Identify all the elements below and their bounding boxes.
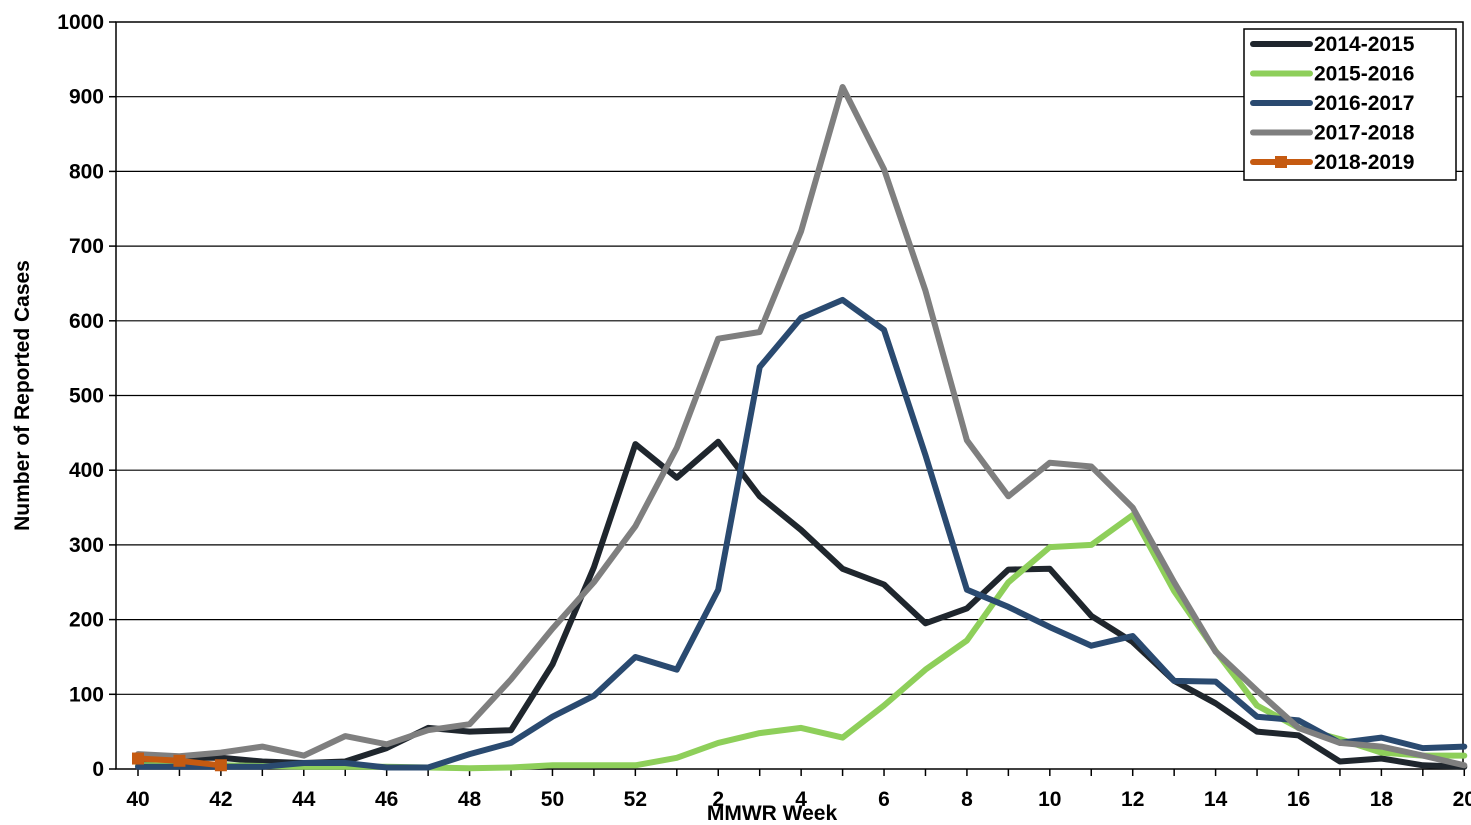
data-point bbox=[214, 759, 227, 772]
x-tick-label: 18 bbox=[1370, 788, 1394, 811]
series-2018-2019 bbox=[132, 752, 227, 772]
series-2017-2018 bbox=[135, 84, 1468, 769]
x-tick-label: 12 bbox=[1121, 788, 1144, 811]
legend-label: 2015-2016 bbox=[1314, 63, 1414, 86]
legend-item: 2018-2019 bbox=[1250, 151, 1414, 174]
gridlines bbox=[116, 96, 1463, 695]
legend-item: 2017-2018 bbox=[1250, 122, 1415, 145]
legend-item: 2014-2015 bbox=[1250, 33, 1415, 56]
legend-item: 2015-2016 bbox=[1250, 63, 1414, 86]
legend-label: 2014-2015 bbox=[1314, 33, 1415, 56]
legend-item: 2016-2017 bbox=[1250, 92, 1414, 115]
x-axis-title: MMWR Week bbox=[707, 802, 838, 825]
legend-marker bbox=[1275, 156, 1287, 168]
x-axis-ticks: 40 42 44 46 48 50 52 2 4 6 8 10 12 14 16 18 20 bbox=[126, 769, 1471, 811]
x-tick-label: 50 bbox=[541, 788, 564, 811]
data-point bbox=[132, 752, 144, 765]
x-tick-label: 44 bbox=[292, 788, 316, 811]
x-tick-label: 16 bbox=[1287, 788, 1310, 811]
y-tick-label: 900 bbox=[69, 86, 104, 109]
x-tick-label: 52 bbox=[624, 788, 647, 811]
x-tick-label: 14 bbox=[1204, 788, 1228, 811]
y-tick-label: 800 bbox=[69, 160, 104, 183]
legend-label: 2016-2017 bbox=[1314, 92, 1414, 115]
x-tick-label: 48 bbox=[458, 788, 482, 811]
y-tick-label: 100 bbox=[69, 683, 104, 706]
x-tick-label: 4 bbox=[795, 788, 807, 811]
y-tick-label: 0 bbox=[92, 758, 104, 781]
y-tick-label: 300 bbox=[69, 534, 104, 557]
series-line bbox=[135, 296, 1468, 771]
series-line bbox=[135, 84, 1468, 769]
x-tick-label: 40 bbox=[126, 788, 149, 811]
data-point bbox=[173, 754, 186, 767]
y-tick-label: 500 bbox=[69, 385, 104, 408]
legend: 2014-2015 2015-2016 2016-2017 2017-2018 2018… bbox=[1243, 28, 1457, 181]
y-tick-label: 600 bbox=[69, 310, 104, 333]
y-tick-label: 200 bbox=[69, 609, 104, 632]
y-tick-label: 400 bbox=[69, 459, 104, 482]
y-tick-label: 1000 bbox=[57, 11, 104, 34]
x-tick-label: 46 bbox=[375, 788, 398, 811]
x-tick-label: 42 bbox=[209, 788, 232, 811]
series-line bbox=[135, 438, 1468, 770]
x-tick-label: 10 bbox=[1038, 788, 1061, 811]
y-axis-ticks: 0 100 200 300 400 500 600 700 800 900 1000 bbox=[57, 11, 116, 781]
x-tick-label: 2 bbox=[712, 788, 724, 811]
x-tick-label: 20 bbox=[1453, 788, 1471, 811]
legend-label: 2018-2019 bbox=[1314, 151, 1414, 174]
y-axis-title: Number of Reported Cases bbox=[11, 260, 34, 531]
y-tick-label: 700 bbox=[69, 235, 104, 258]
x-tick-label: 6 bbox=[878, 788, 890, 811]
legend-label: 2017-2018 bbox=[1314, 122, 1415, 145]
x-tick-label: 8 bbox=[961, 788, 973, 811]
series-layer bbox=[132, 84, 1468, 772]
